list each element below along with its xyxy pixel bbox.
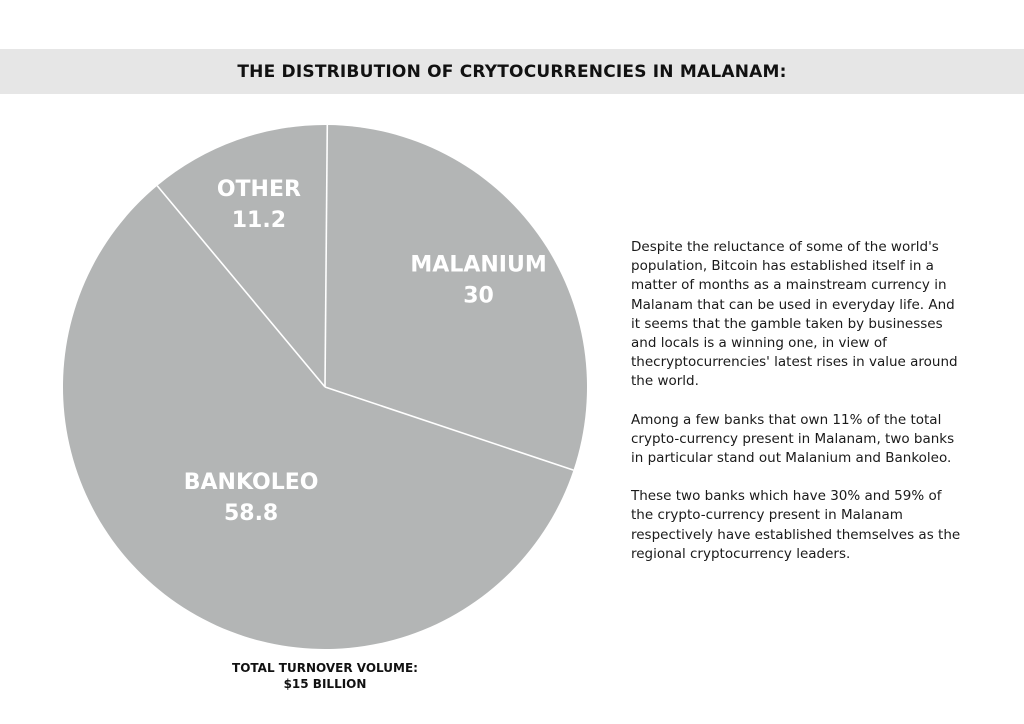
- pie-slices: [62, 125, 587, 650]
- pie-slice-bankoleo: [62, 185, 574, 650]
- slice-value-other: 11.2: [232, 208, 286, 233]
- pie-separator-3: [156, 185, 326, 388]
- pie-slice-malanium: [325, 125, 587, 471]
- description-paragraph-1: Despite the reluctance of some of the wo…: [631, 239, 958, 390]
- description-paragraph-2: Among a few banks that own 11% of the to…: [631, 411, 955, 467]
- pie-slice-other: [157, 125, 328, 387]
- total-turnover-line1: TOTAL TURNOVER VOLUME:: [232, 661, 418, 675]
- total-turnover-line2: $15 BILLION: [283, 677, 367, 691]
- description-text: Despite the reluctance of some of the wo…: [631, 238, 961, 583]
- slice-label-malanium: MALANIUM: [410, 252, 546, 277]
- slice-label-other: OTHER: [217, 177, 301, 202]
- chart-title: THE DISTRIBUTION OF CRYTOCURRENCIES IN M…: [237, 61, 787, 82]
- pie-separators: [156, 125, 574, 471]
- slice-value-malanium: 30: [463, 283, 494, 308]
- slice-label-bankoleo: BANKOLEO: [184, 470, 319, 495]
- pie-labels: MALANIUM 30 BANKOLEO 58.8 OTHER 11.2: [184, 177, 547, 526]
- pie-separator-1: [324, 125, 329, 388]
- description-paragraph-3: These two banks which have 30% and 59% o…: [631, 488, 961, 562]
- title-bar: THE DISTRIBUTION OF CRYTOCURRENCIES IN M…: [0, 49, 1024, 94]
- total-turnover-label: TOTAL TURNOVER VOLUME: $15 BILLION: [200, 660, 450, 692]
- pie-separator-2: [324, 386, 574, 471]
- slice-value-bankoleo: 58.8: [224, 501, 278, 526]
